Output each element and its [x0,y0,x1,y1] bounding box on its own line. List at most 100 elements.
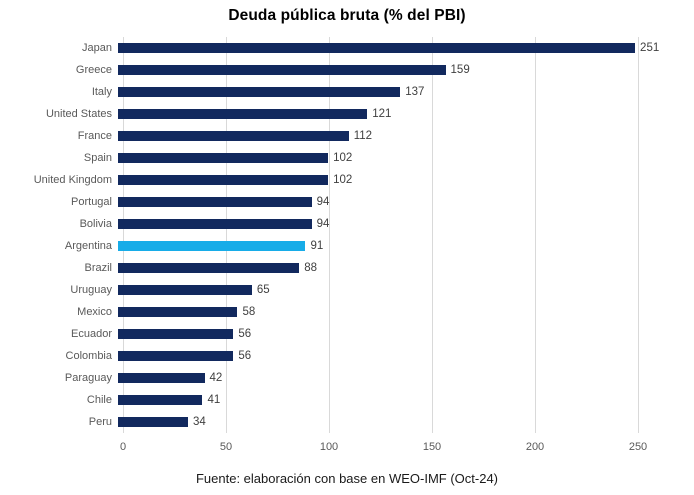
bar-chile [118,395,203,405]
bar-track: 65 [118,279,633,301]
bar-row-united-states: United States 121 [0,103,694,125]
x-tick-label: 0 [119,441,127,453]
x-tick-label: 200 [525,441,545,453]
bar-row-spain: Spain 102 [0,147,694,169]
x-tick-label: 150 [422,441,442,453]
category-label-france: France [77,130,112,142]
value-label-ecuador: 56 [238,328,252,340]
bar-row-colombia: Colombia 56 [0,345,694,367]
bar-spain [118,153,329,163]
chart-title: Deuda pública bruta (% del PBI) [228,7,466,24]
category-label-italy: Italy [91,86,112,98]
bar-track: 34 [118,411,633,433]
bar-row-italy: Italy 137 [0,81,694,103]
bar-track: 42 [118,367,633,389]
gridline [637,37,639,433]
value-label-spain: 102 [333,152,353,164]
category-label-chile: Chile [86,394,112,406]
bar-row-mexico: Mexico 58 [0,301,694,323]
bar-portugal [118,197,312,207]
bar-united-states [118,109,368,119]
category-label-portugal: Portugal [71,196,112,208]
bar-italy [118,87,401,97]
category-label-japan: Japan [82,42,112,54]
bar-row-ecuador: Ecuador 56 [0,323,694,345]
bar-peru [118,417,189,427]
value-label-paraguay: 42 [209,372,223,384]
bar-colombia [118,351,234,361]
category-label-ecuador: Ecuador [71,328,112,340]
gridline [431,37,433,433]
source-note: Fuente: elaboración con base en WEO-IMF … [195,471,498,486]
category-label-bolivia: Bolivia [79,218,112,230]
category-label-colombia: Colombia [65,350,112,362]
bar-row-greece: Greece 159 [0,59,694,81]
bar-track: 251 [118,37,659,59]
bar-brazil [118,263,300,273]
value-label-mexico: 58 [242,306,256,318]
value-label-colombia: 56 [238,350,252,362]
x-tick-label: 50 [219,441,233,453]
bar-row-paraguay: Paraguay 42 [0,367,694,389]
x-tick-label: 250 [628,441,648,453]
bar-row-peru: Peru 34 [0,411,694,433]
gridlines [122,37,639,433]
value-label-france: 112 [353,130,373,142]
category-label-united-kingdom: United Kingdom [33,174,112,186]
bar-row-brazil: Brazil 88 [0,257,694,279]
value-label-greece: 159 [450,64,470,76]
value-label-argentina: 91 [310,240,324,252]
value-label-united-kingdom: 102 [333,174,353,186]
value-label-portugal: 94 [316,196,330,208]
category-label-spain: Spain [83,152,112,164]
bar-greece [118,65,446,75]
category-label-greece: Greece [75,64,112,76]
bar-track: 121 [118,103,633,125]
bar-france [118,131,349,141]
value-label-bolivia: 94 [316,218,330,230]
bar-rows: Japan 251 Greece 159 Italy 137 United States 12… [0,37,694,433]
gridline [328,37,330,433]
x-axis-ticks: 0 50 100 150 200 250 [119,441,647,457]
bar-paraguay [118,373,205,383]
bar-track: 58 [118,301,633,323]
gridline [225,37,227,433]
bar-track: 94 [118,213,633,235]
bar-track: 41 [118,389,633,411]
category-label-paraguay: Paraguay [64,372,112,384]
bar-track: 102 [118,147,633,169]
bar-row-uruguay: Uruguay 65 [0,279,694,301]
bar-japan [118,43,636,53]
bar-track: 94 [118,191,633,213]
gridline [122,37,124,433]
bar-row-portugal: Portugal 94 [0,191,694,213]
value-label-japan: 251 [640,42,660,54]
value-label-italy: 137 [405,86,425,98]
category-label-uruguay: Uruguay [70,284,112,296]
bar-track: 137 [118,81,633,103]
bar-track: 112 [118,125,633,147]
value-label-united-states: 121 [372,108,392,120]
bar-uruguay [118,285,252,295]
gridline [534,37,536,433]
bar-track: 56 [118,323,633,345]
category-label-peru: Peru [88,416,112,428]
category-label-argentina: Argentina [64,240,112,252]
category-label-united-states: United States [45,108,112,120]
bar-row-bolivia: Bolivia 94 [0,213,694,235]
category-label-brazil: Brazil [84,262,112,274]
bar-argentina [118,241,306,251]
value-label-chile: 41 [207,394,221,406]
bar-row-chile: Chile 41 [0,389,694,411]
bar-track: 159 [118,59,633,81]
value-label-brazil: 88 [304,262,318,274]
bar-united-kingdom [118,175,329,185]
bar-bolivia [118,219,312,229]
bar-row-united-kingdom: United Kingdom 102 [0,169,694,191]
bar-ecuador [118,329,234,339]
value-label-uruguay: 65 [256,284,270,296]
x-tick-label: 100 [319,441,339,453]
bar-row-france: France 112 [0,125,694,147]
bar-track: 56 [118,345,633,367]
bar-track: 91 [118,235,633,257]
